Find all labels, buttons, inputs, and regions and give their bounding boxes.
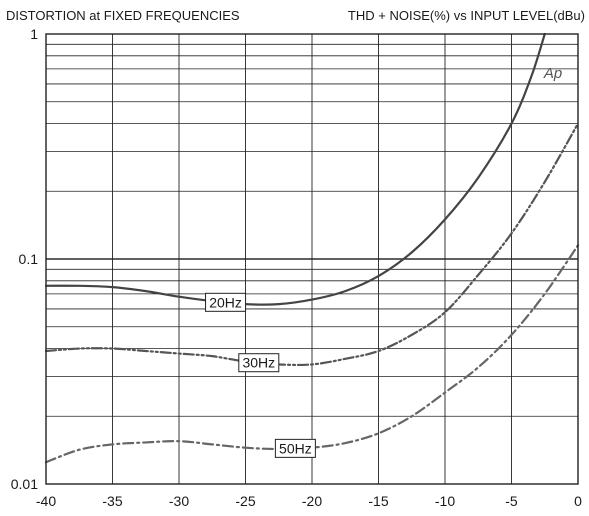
x-tick-label: -25 xyxy=(235,493,255,509)
x-tick-label: -35 xyxy=(102,493,122,509)
x-tick-label: -20 xyxy=(302,493,322,509)
x-tick-label: -10 xyxy=(435,493,455,509)
chart-title: DISTORTION at FIXED FREQUENCIES xyxy=(6,8,240,23)
y-tick-label: 1 xyxy=(30,26,38,42)
grid xyxy=(46,34,578,484)
series-label: 50Hz xyxy=(279,440,312,456)
x-tick-label: -15 xyxy=(368,493,388,509)
x-tick-label: 0 xyxy=(574,493,582,509)
series-label: 20Hz xyxy=(209,294,242,310)
chart-subtitle: THD + NOISE(%) vs INPUT LEVEL(dBu) xyxy=(348,8,585,23)
series-line-20hz xyxy=(46,34,545,305)
series-labels: 20Hz 30Hz 50Hz xyxy=(206,293,316,457)
y-tick-label: 0.01 xyxy=(11,476,38,492)
y-tick-label: 0.1 xyxy=(19,251,39,267)
tick-labels: -40 -35 -30 -25 -20 -15 -10 -5 0 1 0.1 0.01 xyxy=(11,26,582,509)
x-tick-label: -5 xyxy=(505,493,518,509)
x-tick-label: -40 xyxy=(36,493,56,509)
x-tick-label: -30 xyxy=(169,493,189,509)
series-label: 30Hz xyxy=(242,355,275,371)
ap-logo: Ap xyxy=(543,65,562,82)
